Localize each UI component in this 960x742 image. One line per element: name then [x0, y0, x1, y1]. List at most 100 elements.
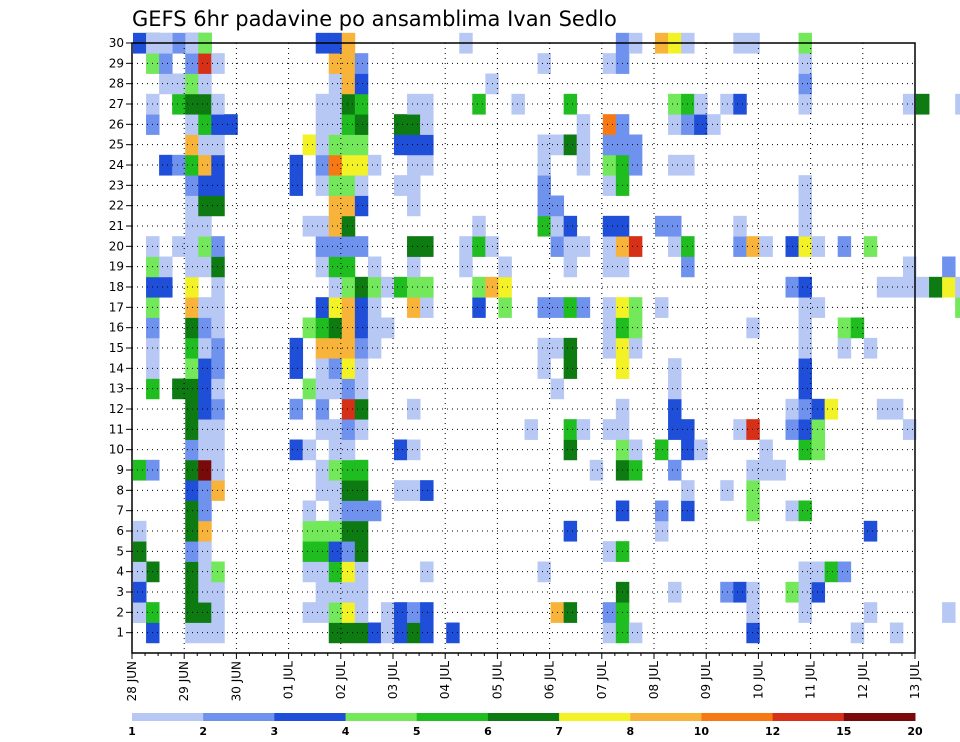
heatmap-cell [563, 297, 578, 318]
heatmap-cell [185, 541, 199, 562]
heatmap-cell [211, 114, 225, 135]
heatmap-cell [746, 500, 760, 522]
heatmap-cell [407, 256, 421, 278]
heatmap-cell [198, 459, 212, 481]
heatmap-cell [341, 154, 356, 176]
heatmap-cell [198, 378, 212, 400]
heatmap-cell [185, 53, 199, 74]
heatmap-cell [889, 276, 904, 298]
heatmap-cell [472, 297, 486, 318]
colorbar-segment [772, 713, 845, 721]
heatmap-cell [602, 541, 617, 562]
colorbar-label: 2 [199, 725, 207, 738]
heatmap-cell [733, 215, 747, 237]
heatmap-cell [811, 297, 826, 318]
heatmap-cell [341, 236, 356, 257]
heatmap-cell [628, 154, 643, 176]
heatmap-cell [341, 520, 356, 542]
heatmap-cell [602, 215, 617, 237]
colorbar-label: 10 [694, 725, 710, 738]
heatmap-cell [198, 195, 212, 217]
heatmap-cell [211, 480, 225, 501]
heatmap-cell [863, 236, 878, 257]
heatmap-cell [707, 114, 721, 135]
heatmap-cell [198, 480, 212, 501]
heatmap-cell [811, 439, 826, 461]
y-tick-label: 12 [109, 402, 124, 416]
heatmap-cell [328, 215, 343, 237]
heatmap-cell [341, 439, 356, 461]
heatmap-cell [628, 622, 643, 644]
heatmap-cell [367, 317, 382, 339]
heatmap-cell [354, 622, 369, 644]
heatmap-cell [772, 459, 786, 481]
heatmap-cell [746, 419, 760, 440]
heatmap-cell [394, 602, 408, 623]
heatmap-cell [955, 276, 960, 298]
heatmap-cell [367, 154, 382, 176]
heatmap-cell [198, 520, 212, 542]
heatmap-cell [302, 602, 317, 623]
heatmap-cell [302, 317, 317, 339]
heatmap-cell [798, 419, 812, 440]
heatmap-cell [720, 480, 734, 501]
y-tick-label: 2 [116, 605, 124, 619]
x-tick-label: 12 JUL [856, 661, 870, 699]
heatmap-cell [341, 297, 356, 318]
heatmap-cell [733, 236, 747, 257]
heatmap-cell [655, 215, 669, 237]
heatmap-cell [185, 561, 199, 583]
heatmap-cell [185, 73, 199, 95]
y-tick-label: 16 [109, 321, 124, 335]
heatmap-cell [537, 297, 551, 318]
y-tick-label: 17 [109, 300, 124, 314]
heatmap-cell [694, 93, 708, 115]
heatmap-cell [602, 297, 617, 318]
heatmap-cell [916, 276, 930, 298]
heatmap-cell [354, 114, 369, 135]
heatmap-cell [198, 622, 212, 644]
heatmap-cell [211, 256, 225, 278]
heatmap-cell [394, 175, 408, 196]
heatmap-cell [824, 561, 839, 583]
heatmap-cell [159, 73, 173, 95]
x-tick-label: 06 JUL [543, 661, 557, 699]
heatmap-cell [955, 93, 960, 115]
heatmap-cell [341, 53, 356, 74]
heatmap-cell [341, 358, 356, 379]
y-tick-label: 30 [109, 36, 124, 50]
heatmap-cell [407, 195, 421, 217]
heatmap-cell [602, 317, 617, 339]
heatmap-cell [420, 93, 434, 115]
heatmap-cell [211, 439, 225, 461]
heatmap-cell [407, 297, 421, 318]
heatmap-cell [394, 439, 408, 461]
heatmap-cell [668, 114, 682, 135]
y-tick-label: 8 [116, 483, 124, 497]
heatmap-cell [720, 93, 734, 115]
heatmap-cell [198, 73, 212, 95]
colorbar-segment [559, 713, 631, 721]
colorbar-label: 12 [765, 725, 780, 738]
heatmap-cell [198, 500, 212, 522]
heatmap-cell [798, 297, 812, 318]
heatmap-cell [328, 358, 343, 379]
heatmap-cell [798, 215, 812, 237]
heatmap-cell [407, 93, 421, 115]
heatmap-cell [328, 541, 343, 562]
heatmap-cell [798, 561, 812, 583]
heatmap-cell [420, 276, 434, 298]
heatmap-cell [863, 520, 878, 542]
y-tick-label: 5 [116, 544, 124, 558]
x-tick-label: 13 JUL [908, 661, 922, 699]
y-tick-label: 25 [109, 138, 124, 152]
heatmap-cell [563, 134, 578, 156]
heatmap-cell [328, 276, 343, 298]
heatmap-cell [576, 134, 591, 156]
heatmap-cell [211, 419, 225, 440]
y-tick-label: 1 [116, 626, 124, 640]
heatmap-cell [798, 581, 812, 603]
heatmap-cell [472, 215, 486, 237]
heatmap-cell [602, 622, 617, 644]
heatmap-cell [211, 154, 225, 176]
